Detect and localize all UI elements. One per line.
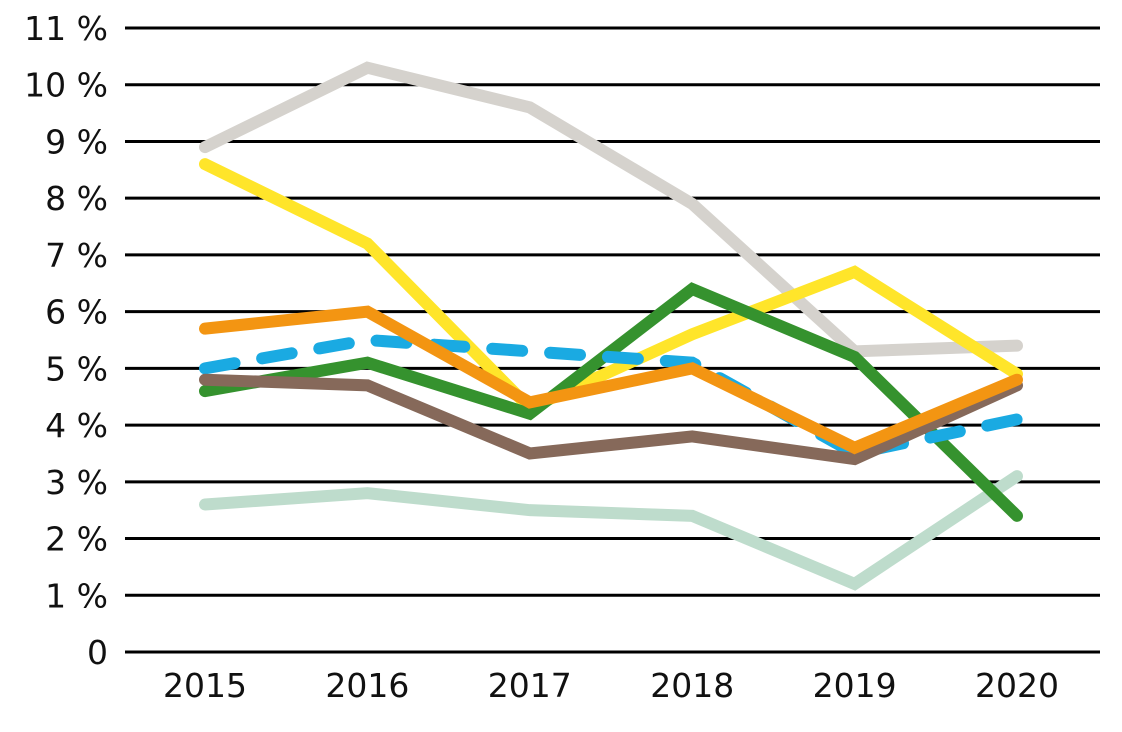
series-lines xyxy=(199,61,1023,591)
y-tick-label: 9 % xyxy=(45,122,108,161)
series-yellow-line xyxy=(199,158,1023,416)
y-tick-label: 4 % xyxy=(45,406,108,445)
y-tick-label: 2 % xyxy=(45,520,108,559)
y-tick-label: 11 % xyxy=(24,9,108,48)
x-tick-label: 2017 xyxy=(488,666,572,705)
y-tick-label: 5 % xyxy=(45,349,108,388)
x-tick-label: 2015 xyxy=(163,666,247,705)
x-tick-label: 2019 xyxy=(813,666,897,705)
x-tick-label: 2016 xyxy=(325,666,409,705)
x-tick-label: 2020 xyxy=(975,666,1059,705)
series-light-green-line xyxy=(199,470,1023,591)
series-orange-line xyxy=(199,305,1023,455)
x-tick-label: 2018 xyxy=(650,666,734,705)
y-tick-label: 6 % xyxy=(45,293,108,332)
y-axis-tick-labels: 0 1 % 2 % 3 % 4 % 5 % 6 % 7 % 8 % 9 % 10 % 11 % xyxy=(24,9,108,672)
y-tick-label: 7 % xyxy=(45,236,108,275)
y-tick-label: 1 % xyxy=(45,576,108,615)
x-axis-tick-labels: 2015 2016 2017 2018 2019 2020 xyxy=(163,666,1059,705)
series-brown-line xyxy=(199,373,1023,466)
y-tick-label: 10 % xyxy=(24,66,108,105)
y-tick-label: 3 % xyxy=(45,463,108,502)
y-tick-label: 0 xyxy=(87,633,108,672)
y-tick-label: 8 % xyxy=(45,179,108,218)
series-grey-line xyxy=(199,61,1023,358)
